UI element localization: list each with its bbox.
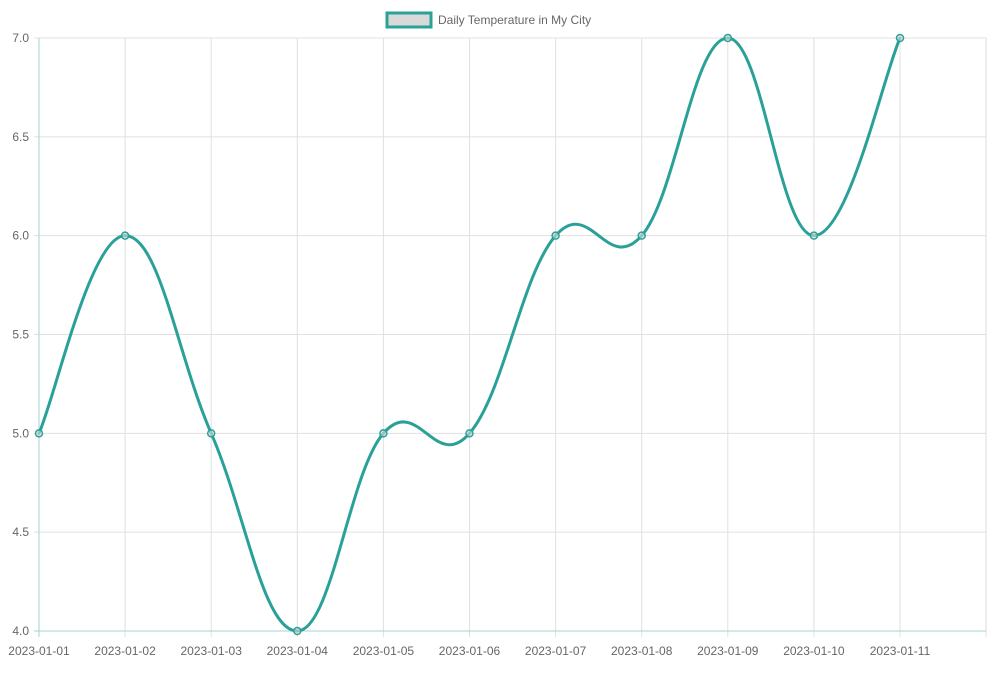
legend[interactable]: Daily Temperature in My City	[385, 11, 591, 29]
data-point[interactable]	[637, 231, 646, 240]
x-tick-label: 2023-01-08	[611, 644, 673, 658]
x-tick-label: 2023-01-02	[94, 644, 156, 658]
x-tick-label: 2023-01-05	[353, 644, 415, 658]
grid-layer	[34, 37, 987, 637]
x-tick-label: 2023-01-04	[267, 644, 329, 658]
legend-label[interactable]: Daily Temperature in My City	[438, 13, 591, 27]
legend-swatch[interactable]	[385, 11, 433, 29]
axis-layer	[34, 38, 986, 637]
data-point[interactable]	[34, 429, 44, 438]
y-tick-label: 4.0	[12, 624, 29, 638]
data-point[interactable]	[120, 231, 130, 240]
points-layer	[34, 33, 905, 636]
data-point[interactable]	[465, 429, 474, 438]
data-point[interactable]	[723, 33, 733, 43]
y-tick-label: 6.5	[12, 130, 29, 144]
data-point[interactable]	[809, 231, 819, 240]
y-tick-label: 4.5	[12, 525, 29, 539]
x-tick-label: 2023-01-07	[525, 644, 587, 658]
label-layer: 4.0 4.5 5.0 5.5 6.0 6.5 7.0 2023-01-01 2023-01-0…	[8, 31, 930, 658]
x-tick-label: 2023-01-03	[181, 644, 243, 658]
x-tick-label: 2023-01-10	[783, 644, 845, 658]
data-point[interactable]	[379, 429, 388, 438]
x-tick-label: 2023-01-11	[870, 644, 931, 658]
data-point[interactable]	[206, 429, 216, 438]
data-point[interactable]	[895, 33, 905, 43]
y-tick-label: 6.0	[12, 229, 29, 243]
data-point[interactable]	[293, 626, 302, 636]
x-tick-label: 2023-01-06	[439, 644, 501, 658]
x-tick-label: 2023-01-01	[8, 644, 70, 658]
y-tick-label: 5.0	[12, 426, 29, 440]
x-tick-label: 2023-01-09	[697, 644, 759, 658]
y-tick-label: 7.0	[12, 31, 29, 45]
y-tick-label: 5.5	[12, 328, 29, 342]
data-point[interactable]	[551, 231, 560, 240]
